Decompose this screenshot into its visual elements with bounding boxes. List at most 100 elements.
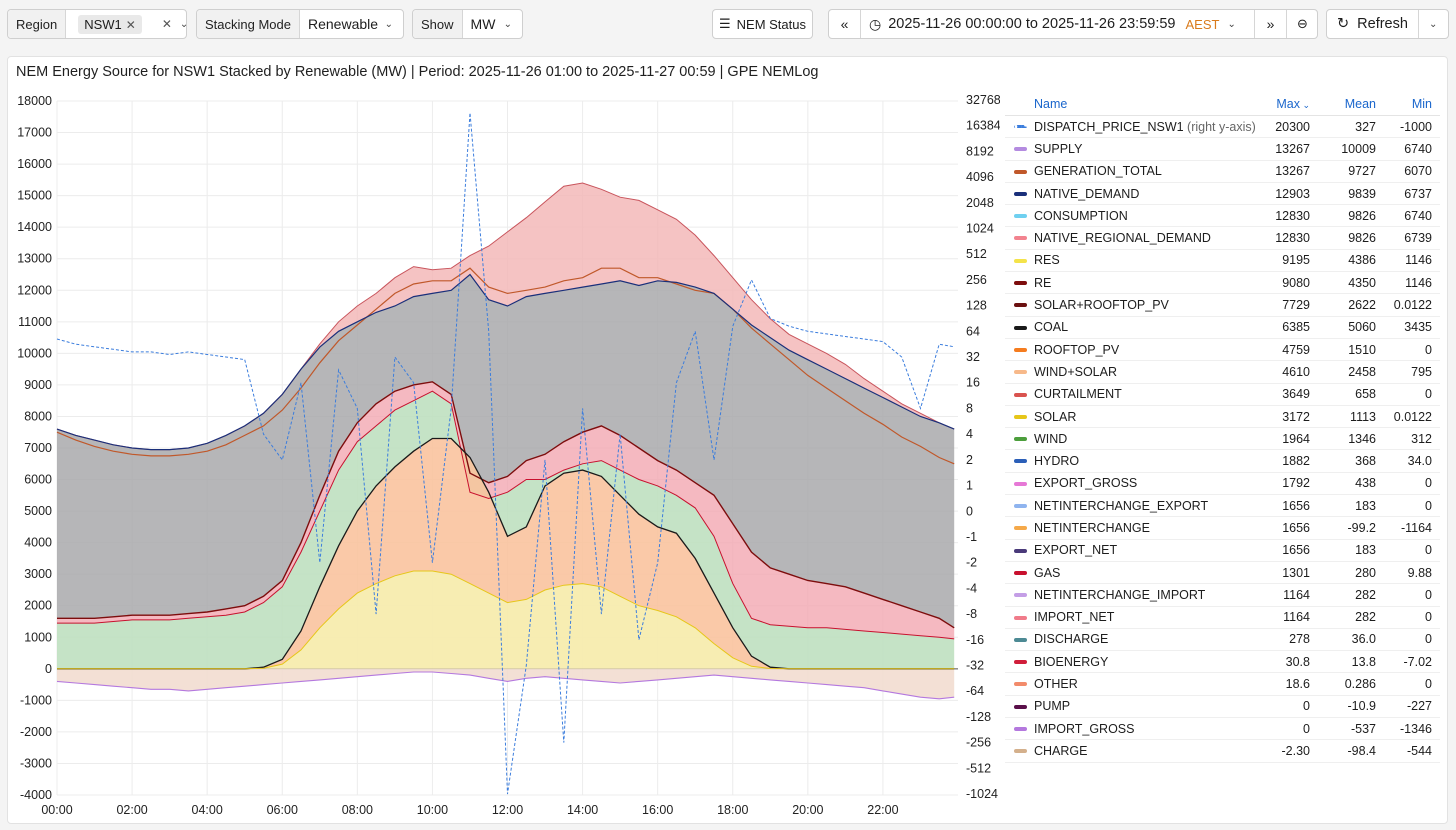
- legend-row[interactable]: HYDRO 1882 368 34.0: [1005, 450, 1440, 473]
- y2-tick-label: 8192: [966, 144, 994, 158]
- legend-row[interactable]: GAS 1301 280 9.88: [1005, 562, 1440, 585]
- legend-header-name[interactable]: Name: [1034, 96, 1068, 111]
- chevron-down-icon[interactable]: ⌄: [1227, 18, 1236, 30]
- refresh-button[interactable]: ↻ Refresh: [1327, 10, 1419, 38]
- legend-series-hint: (right y-axis): [1183, 119, 1256, 134]
- timezone-badge[interactable]: AEST: [1185, 16, 1220, 32]
- legend-mean: 36.0: [1351, 632, 1376, 647]
- legend-row[interactable]: SUPPLY 13267 10009 6740: [1005, 138, 1440, 161]
- y2-tick-label: 16384: [966, 119, 1000, 133]
- legend-mean: 9839: [1348, 186, 1376, 201]
- stacking-mode-label: Stacking Mode: [197, 10, 300, 38]
- y-tick-label: 3000: [24, 567, 52, 581]
- region-tag[interactable]: NSW1 ✕: [78, 14, 142, 34]
- legend-min: 0: [1425, 543, 1432, 558]
- y-tick-label: -1000: [20, 693, 52, 707]
- y-tick-label: 7000: [24, 441, 52, 455]
- legend-min: 0: [1425, 498, 1432, 513]
- legend-header-min[interactable]: Min: [1411, 96, 1432, 111]
- legend-header-mean[interactable]: Mean: [1344, 96, 1376, 111]
- legend-row[interactable]: WIND+SOLAR 4610 2458 795: [1005, 361, 1440, 384]
- legend-swatch: [1014, 236, 1027, 241]
- clear-icon[interactable]: ✕: [161, 17, 172, 31]
- legend-row[interactable]: RES 9195 4386 1146: [1005, 250, 1440, 273]
- legend-header-max[interactable]: Max ⌄: [1276, 96, 1310, 111]
- legend-row[interactable]: COAL 6385 5060 3435: [1005, 317, 1440, 339]
- legend-mean: 10009: [1341, 141, 1376, 156]
- legend-row[interactable]: OTHER 18.6 0.286 0: [1005, 673, 1440, 696]
- legend-max: 1164: [1283, 610, 1310, 625]
- legend-row[interactable]: SOLAR+ROOFTOP_PV 7729 2622 0.0122: [1005, 294, 1440, 317]
- y2-tick-label: 64: [966, 324, 980, 338]
- stacking-mode-select[interactable]: Stacking Mode Renewable ⌄: [196, 9, 404, 39]
- legend-row[interactable]: NATIVE_REGIONAL_DEMAND 12830 9826 6739: [1005, 227, 1440, 250]
- y-tick-label: 13000: [17, 252, 52, 266]
- legend-row[interactable]: EXPORT_GROSS 1792 438 0: [1005, 473, 1440, 496]
- hydro-area: [57, 381, 955, 639]
- legend-row[interactable]: CHARGE -2.30 -98.4 -544: [1005, 740, 1440, 763]
- zoom-out-button[interactable]: ⊖: [1286, 10, 1318, 38]
- show-select[interactable]: Show MW ⌄: [412, 9, 523, 39]
- shift-back-button[interactable]: «: [829, 10, 861, 38]
- legend-row[interactable]: NETINTERCHANGE_EXPORT 1656 183 0: [1005, 495, 1440, 518]
- legend-series-name: WIND: [1034, 431, 1068, 446]
- legend-max: 18.6: [1285, 677, 1310, 692]
- legend-series-name: EXPORT_GROSS: [1034, 476, 1138, 491]
- legend-mean: 438: [1355, 476, 1376, 491]
- legend-min: 6737: [1404, 186, 1432, 201]
- remove-tag-icon[interactable]: ✕: [125, 17, 136, 32]
- legend-min: 1146: [1405, 253, 1432, 268]
- solar-line: [57, 570, 955, 670]
- legend-row[interactable]: ROOFTOP_PV 4759 1510 0: [1005, 339, 1440, 362]
- legend-row[interactable]: DISCHARGE 278 36.0 0: [1005, 629, 1440, 652]
- legend-row[interactable]: IMPORT_NET 1164 282 0: [1005, 607, 1440, 629]
- legend-mean: -98.4: [1347, 743, 1377, 758]
- legend-row[interactable]: WIND 1964 1346 312: [1005, 428, 1440, 451]
- legend-row[interactable]: CONSUMPTION 12830 9826 6740: [1005, 205, 1440, 228]
- legend-row[interactable]: IMPORT_GROSS 0 -537 -1346: [1005, 718, 1440, 741]
- legend-max: 9195: [1282, 253, 1310, 268]
- legend-mean: 13.8: [1351, 654, 1376, 669]
- legend-min: 9.88: [1407, 565, 1432, 580]
- legend-row[interactable]: BIOENERGY 30.8 13.8 -7.02: [1005, 651, 1440, 674]
- legend-mean: 4386: [1348, 253, 1376, 268]
- legend-row[interactable]: CURTAILMENT 3649 658 0: [1005, 384, 1440, 406]
- legend-max: 3649: [1282, 387, 1310, 402]
- legend-min: -544: [1406, 743, 1432, 758]
- shift-forward-button[interactable]: »: [1254, 10, 1286, 38]
- legend-min: 6740: [1404, 141, 1432, 156]
- refresh-interval-chevron-icon[interactable]: ⌄: [1428, 18, 1438, 30]
- legend-min: 6740: [1404, 208, 1432, 223]
- legend-row[interactable]: EXPORT_NET 1656 183 0: [1005, 540, 1440, 562]
- legend-max: 12830: [1275, 231, 1310, 246]
- y2-tick-label: 128: [966, 299, 987, 313]
- time-range-value[interactable]: 2025-11-26 00:00:00 to 2025-11-26 23:59:…: [888, 16, 1176, 32]
- chart-area[interactable]: -4000 -3000 -2000 -1000 0 1000 2000 3000 4000 500…: [0, 0, 1000, 830]
- legend-swatch: [1014, 727, 1027, 732]
- y-tick-label: 0: [45, 662, 52, 676]
- legend-row[interactable]: DISPATCH_PRICE_NSW1 (right y-axis) 20300 3…: [1005, 116, 1440, 139]
- y-tick-label: 10000: [17, 346, 52, 360]
- legend-mean: 183: [1355, 543, 1376, 558]
- chevron-down-icon[interactable]: ⌄: [179, 18, 189, 30]
- legend-row[interactable]: PUMP 0 -10.9 -227: [1005, 696, 1440, 719]
- legend-row[interactable]: SOLAR 3172 1113 0.0122: [1005, 406, 1440, 429]
- legend-max: 0: [1303, 721, 1310, 736]
- nem-status-button[interactable]: ☰ NEM Status: [712, 9, 813, 39]
- import-gross-line: [56, 671, 955, 700]
- legend-swatch: [1014, 459, 1027, 464]
- menu-icon: ☰: [718, 16, 731, 31]
- legend-max: 1882: [1282, 454, 1310, 469]
- legend-row[interactable]: NETINTERCHANGE_IMPORT 1164 282 0: [1005, 584, 1440, 607]
- y2-tick-label: 8: [966, 401, 973, 415]
- legend-row[interactable]: RE 9080 4350 1146: [1005, 272, 1440, 295]
- legend-swatch: [1014, 593, 1027, 598]
- legend-row[interactable]: GENERATION_TOTAL 13267 9727 6070: [1005, 161, 1440, 183]
- legend-mean: 658: [1355, 387, 1376, 402]
- legend-row[interactable]: NETINTERCHANGE 1656 -99.2 -1164: [1005, 517, 1440, 540]
- legend-swatch: [1014, 370, 1027, 375]
- y2-tick-label: 32768: [966, 93, 1000, 107]
- legend-row[interactable]: NATIVE_DEMAND 12903 9839 6737: [1005, 183, 1440, 206]
- region-select[interactable]: Region NSW1 ✕ ✕ ⌄: [7, 9, 189, 39]
- stacking-mode-value: Renewable: [308, 16, 379, 32]
